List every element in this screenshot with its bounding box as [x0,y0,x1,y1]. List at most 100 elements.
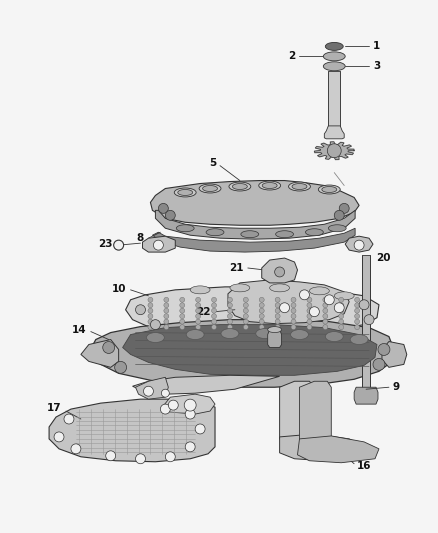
Circle shape [259,303,264,308]
Circle shape [355,303,360,308]
Circle shape [135,454,145,464]
Circle shape [185,409,195,419]
Polygon shape [262,258,297,283]
Polygon shape [279,381,314,449]
Polygon shape [152,228,355,252]
Circle shape [148,325,153,329]
Circle shape [323,319,328,324]
Text: 20: 20 [376,253,391,263]
Circle shape [196,308,201,313]
Circle shape [103,342,115,353]
Circle shape [244,297,248,302]
Ellipse shape [276,231,293,238]
Circle shape [148,319,153,324]
Circle shape [275,308,280,313]
Ellipse shape [233,183,247,190]
Ellipse shape [292,183,307,190]
Text: 23: 23 [98,239,113,249]
Circle shape [359,300,369,310]
Circle shape [291,325,296,329]
Circle shape [54,432,64,442]
Circle shape [212,303,216,308]
Text: 19: 19 [139,400,154,410]
Text: 14: 14 [72,325,87,335]
Circle shape [354,240,364,250]
Ellipse shape [230,284,250,292]
Polygon shape [324,126,344,139]
Circle shape [180,314,185,319]
Circle shape [307,303,312,308]
Text: 8: 8 [136,233,144,243]
Circle shape [259,297,264,302]
Polygon shape [150,181,359,225]
Circle shape [244,314,248,319]
Circle shape [227,303,233,308]
Circle shape [71,444,81,454]
Circle shape [259,319,264,324]
Ellipse shape [289,182,311,191]
Circle shape [212,308,216,313]
Circle shape [164,325,169,329]
Circle shape [227,314,233,319]
Polygon shape [354,387,378,404]
Circle shape [307,308,312,313]
Circle shape [212,319,216,324]
Circle shape [355,325,360,329]
Text: 16: 16 [357,461,371,471]
Circle shape [148,297,153,302]
Ellipse shape [174,188,196,197]
Circle shape [144,386,153,396]
Circle shape [323,303,328,308]
Polygon shape [135,377,168,399]
Ellipse shape [323,62,345,71]
Circle shape [323,325,328,329]
Polygon shape [162,394,215,414]
Ellipse shape [309,287,329,295]
Circle shape [327,144,341,158]
Circle shape [244,319,248,324]
Text: 21: 21 [230,263,244,273]
Ellipse shape [270,284,290,292]
Circle shape [355,314,360,319]
Text: 1: 1 [373,42,380,51]
Circle shape [180,297,185,302]
Circle shape [227,319,233,324]
Circle shape [196,303,201,308]
Circle shape [307,319,312,324]
Circle shape [165,452,175,462]
Polygon shape [279,434,364,461]
Circle shape [307,314,312,319]
Circle shape [339,319,344,324]
Text: 3: 3 [373,61,380,71]
Circle shape [291,319,296,324]
Circle shape [195,424,205,434]
Text: 9: 9 [393,382,400,392]
Polygon shape [362,255,370,389]
Circle shape [355,297,360,302]
Circle shape [275,303,280,308]
Circle shape [64,414,74,424]
Text: 5: 5 [209,158,216,168]
Circle shape [150,320,160,329]
Circle shape [159,204,168,213]
Circle shape [323,314,328,319]
Circle shape [160,404,170,414]
Ellipse shape [328,225,346,232]
Polygon shape [345,236,373,252]
Circle shape [378,343,390,356]
Circle shape [180,303,185,308]
Circle shape [184,399,196,411]
Circle shape [180,325,185,329]
Circle shape [168,400,178,410]
Ellipse shape [256,329,274,338]
Circle shape [212,297,216,302]
Circle shape [164,319,169,324]
Circle shape [339,204,349,213]
Circle shape [339,308,344,313]
Polygon shape [300,381,331,447]
Circle shape [279,303,290,313]
Circle shape [259,308,264,313]
Ellipse shape [186,329,204,340]
Circle shape [227,325,233,329]
Circle shape [275,319,280,324]
